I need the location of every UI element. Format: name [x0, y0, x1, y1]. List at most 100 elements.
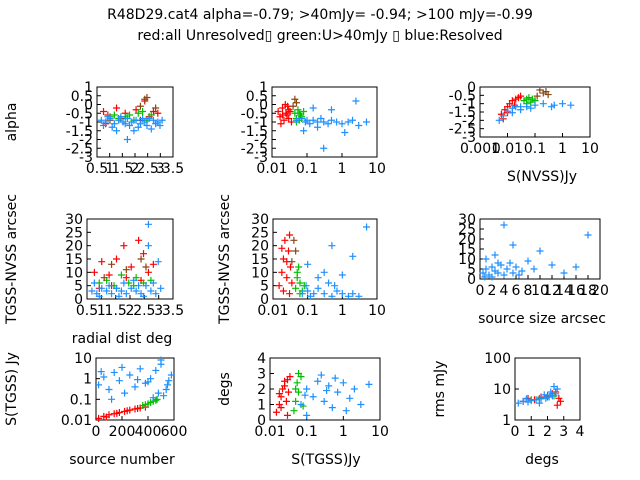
data-point — [120, 242, 128, 250]
data-point — [536, 247, 544, 255]
data-point — [127, 284, 135, 292]
data-point — [306, 120, 314, 128]
data-point — [363, 223, 371, 231]
y-axis-label: S(TGSS) Jy — [4, 352, 20, 426]
x-tick-label: 600 — [161, 424, 188, 440]
y-tick-label: 0.5 — [246, 89, 268, 105]
y-tick-label: -3 — [79, 150, 93, 166]
data-point — [328, 404, 336, 412]
data-point — [495, 116, 503, 124]
data-point — [341, 129, 349, 136]
data-point — [344, 118, 352, 126]
data-point — [524, 398, 532, 406]
x-tick-label: 1 — [339, 424, 348, 440]
y-axis-label: TGSS-NVSS arcsec — [4, 194, 20, 325]
data-point — [117, 271, 125, 279]
y-tick-label: 10 — [251, 265, 269, 281]
y-tick-label: -1 — [79, 115, 93, 131]
data-point — [327, 106, 335, 114]
data-point — [328, 242, 336, 250]
data-point — [283, 376, 291, 384]
data-point — [113, 127, 121, 135]
data-point — [553, 401, 561, 409]
data-point — [292, 99, 300, 107]
data-point — [122, 290, 130, 298]
data-point — [98, 284, 106, 292]
x-axis-label: S(TGSS)Jy — [291, 452, 360, 468]
data-point — [154, 258, 162, 266]
data-point — [548, 261, 556, 269]
data-point — [303, 411, 311, 419]
y-tick-label: 0.5 — [71, 89, 93, 105]
y-tick-label: -1 — [462, 97, 476, 113]
data-point — [110, 111, 118, 119]
data-point — [293, 268, 301, 276]
x-tick-label: 3 — [559, 424, 568, 440]
data-point — [508, 97, 516, 105]
data-point — [355, 292, 363, 300]
data-point — [113, 104, 121, 112]
data-point — [320, 397, 328, 405]
data-point — [342, 407, 350, 415]
data-point — [98, 258, 106, 266]
y-tick-label: 0 — [260, 292, 269, 308]
data-point — [497, 110, 505, 118]
data-point — [105, 282, 113, 290]
x-tick-label: 0 — [476, 283, 485, 299]
data-point — [296, 279, 304, 287]
data-point — [320, 268, 328, 276]
data-point — [287, 263, 295, 271]
y-tick-label: 0 — [467, 272, 476, 288]
data-point — [488, 273, 496, 281]
data-point — [152, 120, 160, 128]
data-point — [522, 395, 530, 403]
data-point — [278, 268, 286, 276]
x-tick-label: 10 — [371, 424, 389, 440]
x-tick-label: 16 — [567, 283, 585, 299]
data-point — [357, 401, 365, 408]
x-tick-label: 1.5 — [105, 303, 127, 319]
data-point — [140, 292, 148, 300]
x-tick-label: 4 — [500, 283, 509, 299]
y-tick-label: 10 — [493, 382, 511, 398]
data-point — [121, 389, 129, 397]
x-tick-label: 0.01 — [492, 141, 523, 157]
data-point — [525, 94, 533, 102]
x-tick-label: 0 — [92, 424, 101, 440]
data-point — [365, 380, 373, 388]
data-point — [277, 404, 285, 412]
data-point — [339, 379, 347, 387]
data-point — [288, 279, 296, 287]
data-point — [547, 388, 555, 396]
data-point — [302, 282, 310, 290]
data-point — [134, 123, 142, 131]
y-tick-label: 0 — [74, 292, 83, 308]
data-point — [134, 376, 142, 384]
data-point — [314, 274, 322, 282]
data-point — [304, 287, 312, 295]
y-tick-label: -2 — [462, 113, 476, 129]
data-point — [328, 292, 336, 300]
data-point — [494, 269, 502, 277]
data-point — [282, 397, 290, 405]
data-point — [301, 118, 309, 126]
data-point — [165, 377, 173, 385]
plot-frame — [479, 86, 591, 138]
data-point — [139, 115, 147, 122]
data-point — [108, 290, 116, 298]
x-tick-label: 2 — [543, 424, 552, 440]
data-point — [105, 271, 113, 279]
data-point — [137, 255, 145, 263]
data-point — [136, 365, 144, 373]
y-tick-label: -0.5 — [241, 106, 268, 122]
data-point — [285, 247, 293, 255]
data-point — [147, 125, 155, 133]
data-point — [344, 292, 352, 300]
data-point — [542, 394, 550, 402]
data-point — [123, 136, 131, 143]
data-point — [527, 98, 535, 106]
data-point — [131, 383, 139, 391]
data-point — [149, 394, 157, 402]
y-tick-label: 0.1 — [70, 392, 92, 408]
